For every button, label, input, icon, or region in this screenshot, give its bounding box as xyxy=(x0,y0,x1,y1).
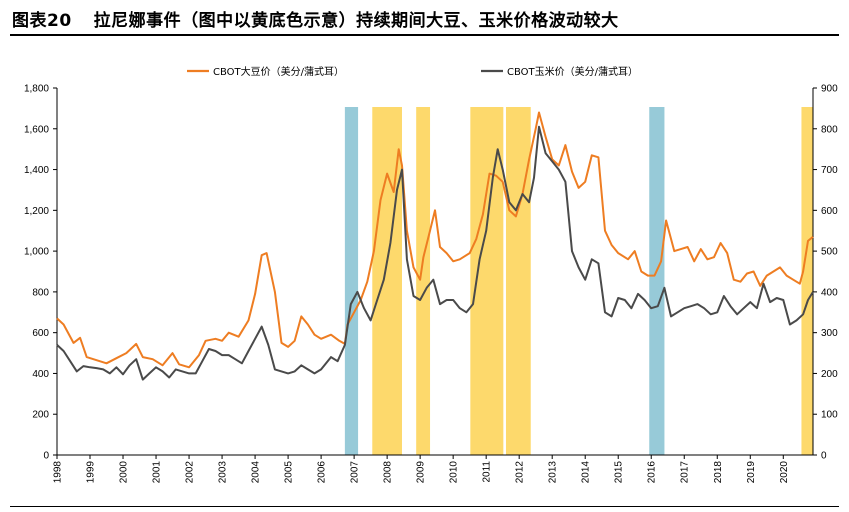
x-tick-label: 2001 xyxy=(152,461,163,484)
left-tick-label: 0 xyxy=(43,451,49,462)
right-tick-label: 600 xyxy=(821,206,838,217)
left-tick-label: 200 xyxy=(32,410,49,421)
title-rule xyxy=(10,34,839,36)
x-tick-label: 2011 xyxy=(482,461,493,483)
bottom-rule xyxy=(10,506,839,507)
chart-series xyxy=(56,111,814,381)
right-tick-label: 100 xyxy=(821,410,838,421)
figure-number: 图表20 xyxy=(12,11,72,31)
x-tick-label: 2008 xyxy=(383,461,394,484)
x-tick-label: 2006 xyxy=(317,461,328,484)
soybean-price-line xyxy=(56,111,814,369)
legend-label: CBOT大豆价（美分/蒲式耳） xyxy=(213,65,344,78)
left-tick-label: 400 xyxy=(32,369,49,380)
la-nina-band xyxy=(470,107,504,455)
enso-period-shading xyxy=(344,107,813,455)
x-tick-label: 2009 xyxy=(416,461,427,484)
x-tick-label: 2014 xyxy=(581,461,592,484)
x-tick-label: 2004 xyxy=(251,461,262,484)
right-tick-label: 200 xyxy=(821,369,838,380)
right-tick-label: 900 xyxy=(821,84,838,95)
left-tick-label: 600 xyxy=(32,328,49,339)
x-tick-label: 2020 xyxy=(779,461,790,484)
x-tick-label: 2019 xyxy=(746,461,757,484)
left-tick-label: 1,800 xyxy=(24,84,49,95)
right-tick-label: 0 xyxy=(821,451,827,462)
el-nino-band xyxy=(649,107,665,455)
x-tick-label: 2017 xyxy=(680,461,691,484)
x-tick-label: 2000 xyxy=(119,461,130,484)
la-nina-band xyxy=(801,107,813,455)
x-tick-label: 1999 xyxy=(86,461,97,484)
x-tick-label: 2002 xyxy=(185,461,196,484)
left-tick-label: 800 xyxy=(32,287,49,298)
x-tick-label: 2005 xyxy=(284,461,295,484)
chart-legend: CBOT大豆价（美分/蒲式耳） CBOT玉米价（美分/蒲式耳） xyxy=(187,65,638,78)
la-nina-band xyxy=(505,107,531,455)
x-tick-label: 2007 xyxy=(350,461,361,484)
legend-label: CBOT玉米价（美分/蒲式耳） xyxy=(507,65,638,78)
la-nina-band xyxy=(416,107,431,455)
right-tick-label: 800 xyxy=(821,124,838,135)
el-nino-band xyxy=(344,107,359,455)
right-tick-label: 300 xyxy=(821,328,838,339)
figure-title: 图表20 拉尼娜事件（图中以黄底色示意）持续期间大豆、玉米价格波动较大 xyxy=(12,6,619,31)
x-tick-label: 2018 xyxy=(713,461,724,484)
corn-price-line xyxy=(56,125,814,381)
x-tick-label: 2015 xyxy=(614,461,625,484)
x-tick-label: 2013 xyxy=(548,461,559,484)
x-tick-label: 2003 xyxy=(218,461,229,484)
x-tick-label: 2012 xyxy=(515,461,526,484)
right-tick-label: 400 xyxy=(821,287,838,298)
right-tick-label: 700 xyxy=(821,165,838,176)
right-tick-label: 500 xyxy=(821,247,838,258)
x-tick-label: 1998 xyxy=(53,461,64,484)
x-tick-label: 2016 xyxy=(647,461,658,484)
left-tick-label: 1,000 xyxy=(24,247,49,258)
figure-title-text: 拉尼娜事件（图中以黄底色示意）持续期间大豆、玉米价格波动较大 xyxy=(93,11,619,31)
x-tick-label: 2010 xyxy=(449,461,460,484)
chart-axes: 02004006008001,0001,2001,4001,6001,80001… xyxy=(24,84,838,484)
left-tick-label: 1,600 xyxy=(24,124,49,135)
left-tick-label: 1,200 xyxy=(24,206,49,217)
left-tick-label: 1,400 xyxy=(24,165,49,176)
